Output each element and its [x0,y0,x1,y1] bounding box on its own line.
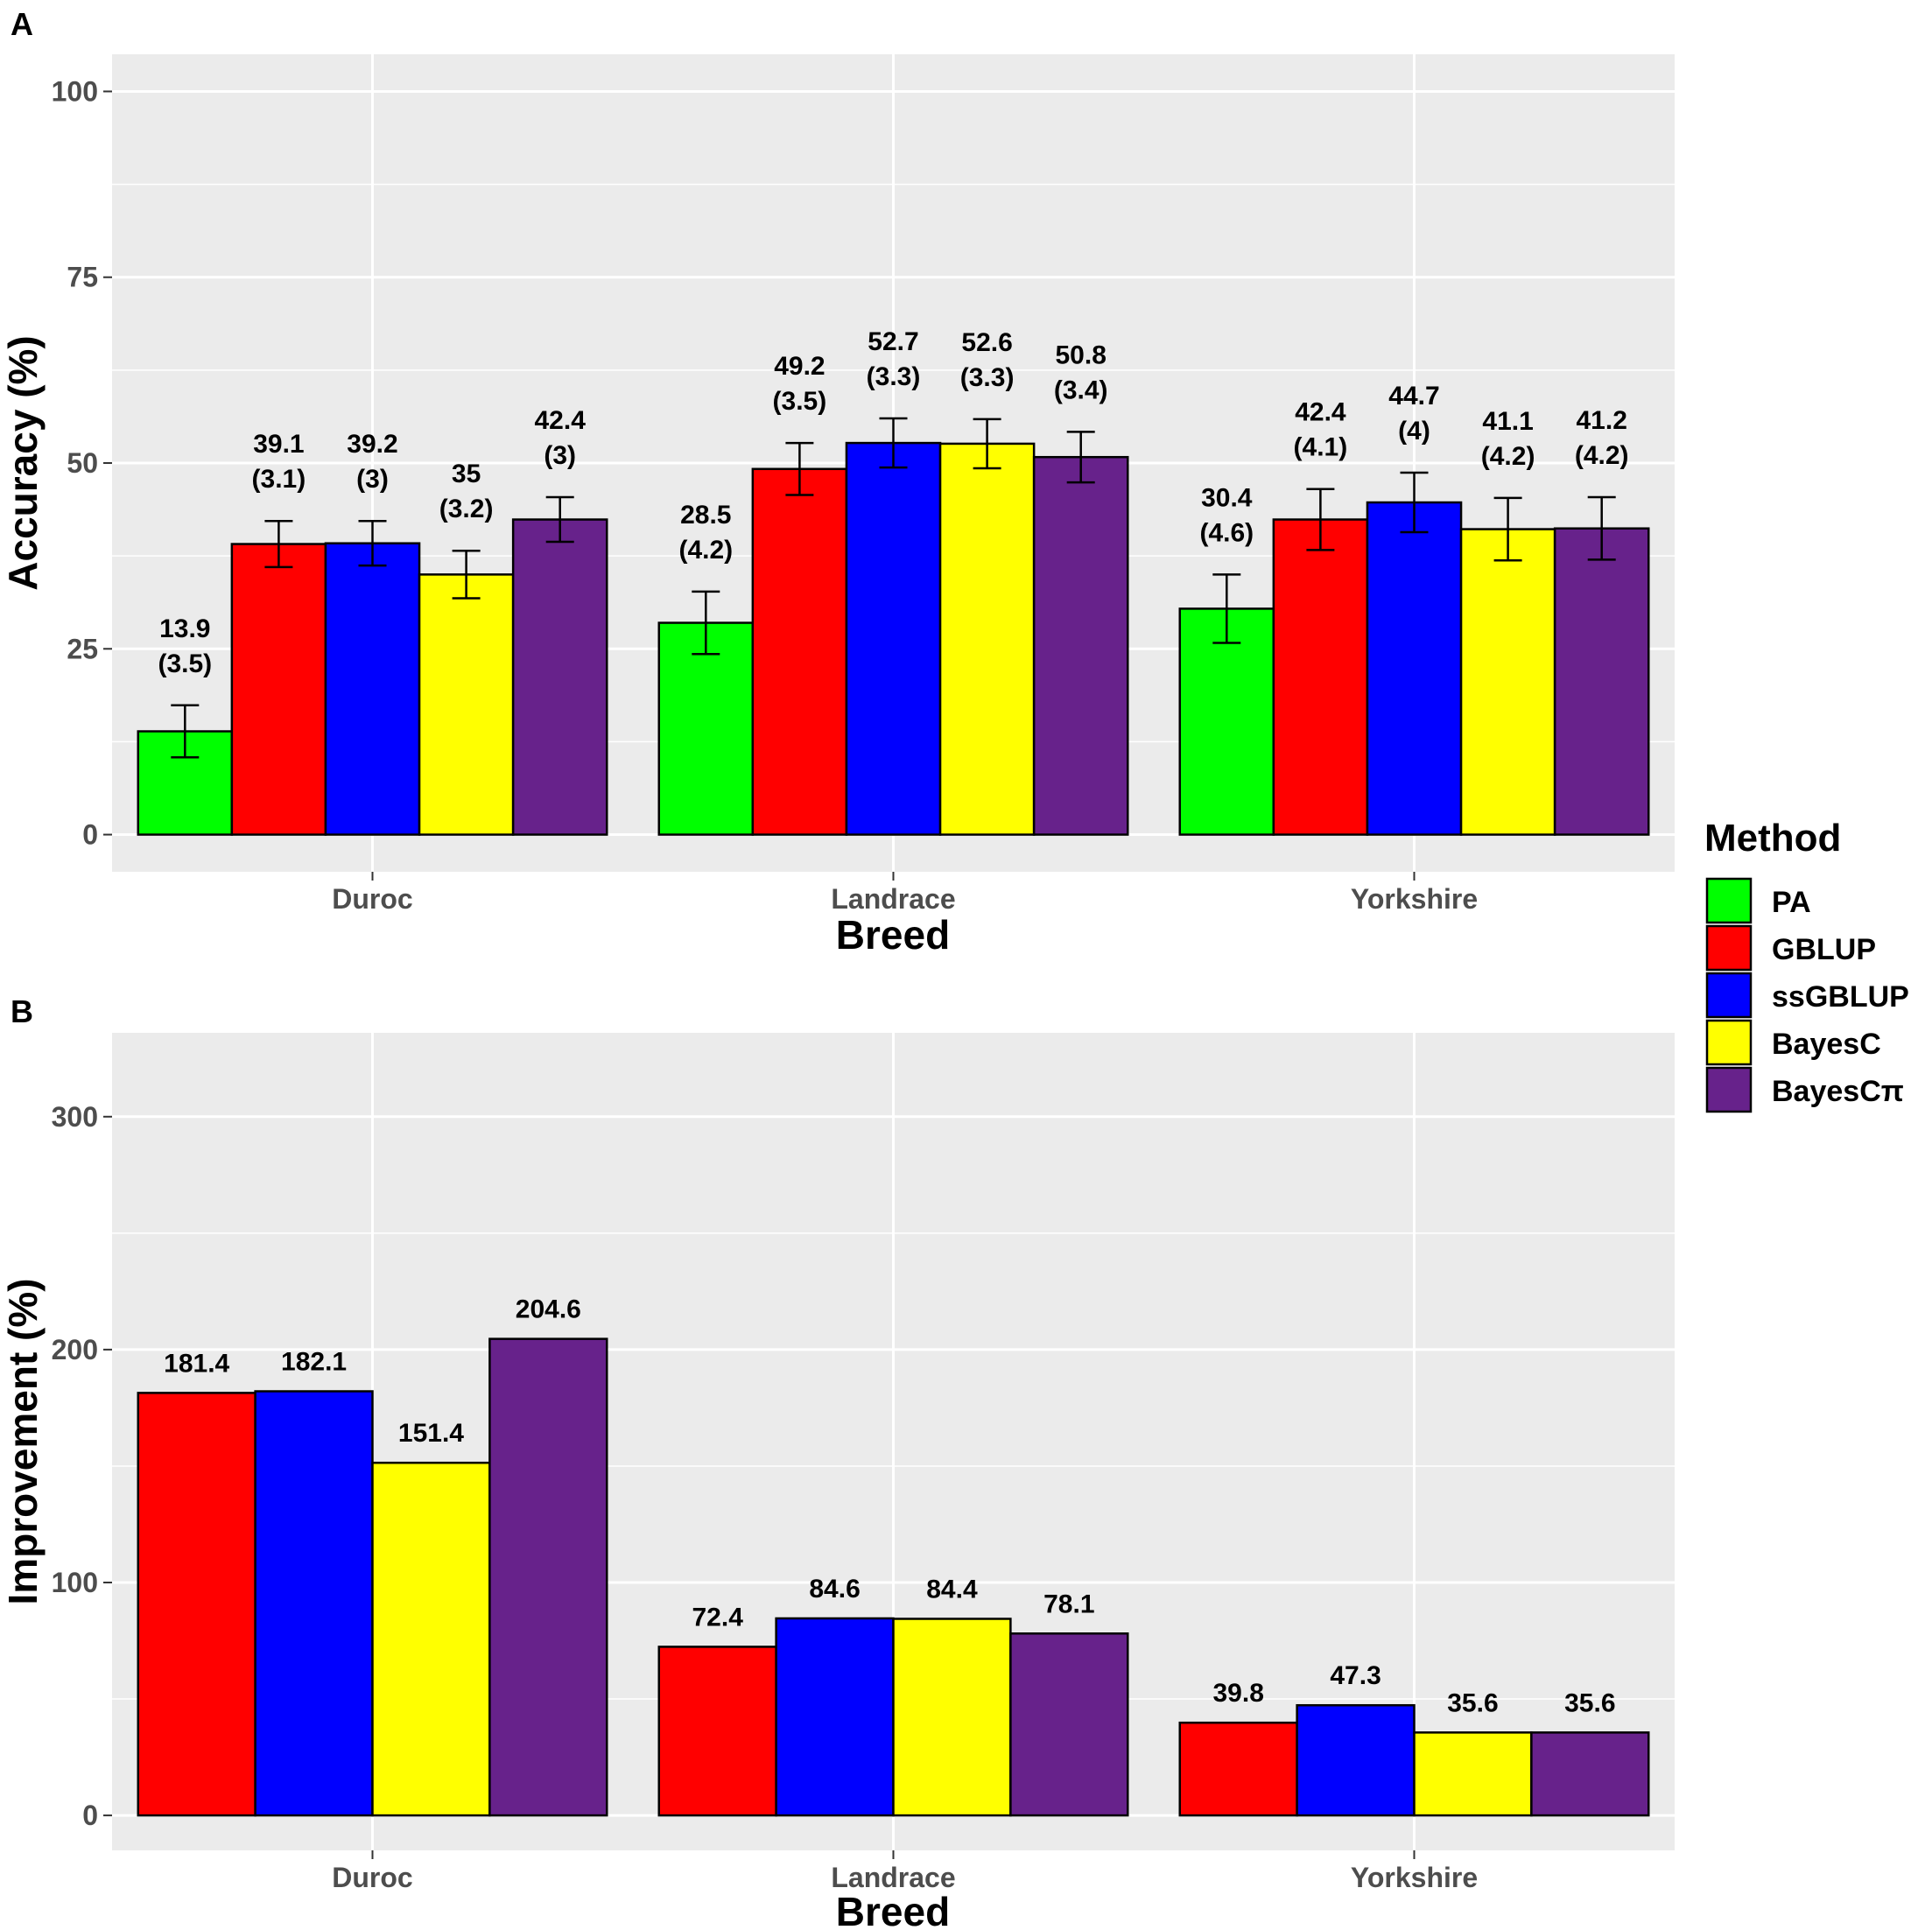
value-label-bayesc-duroc: 151.4 [398,1419,464,1448]
panel-a-value-labels: 13.9 (3.5) 28.5 (4.2) 30.4 (4.6) 39.1 (3.1) 49.2… [158,327,1628,678]
panel-b-x-axis: Duroc Landrace Yorkshire [332,1850,1478,1893]
bar-bayesc-landrace [892,1618,1012,1817]
value-label-gblup-duroc: 39.1 (3.1) [252,430,306,494]
y-tick-label: 200 [52,1334,98,1365]
bar-bayescpi-landrace [1032,455,1129,836]
bar-gblup-duroc [137,1392,256,1817]
value-label-ssgblup-landrace: 52.7 (3.3) [867,327,921,391]
value-label-bayescpi-duroc: 42.4 (3) [535,406,587,470]
bar-bayesc-landrace [938,442,1036,836]
bar-ssgblup-yorkshire [1366,501,1463,836]
bar-bayescpi-duroc [488,1337,608,1817]
legend: Method PA GBLUP ssGBLUP BayesC BayesCπ [1704,817,1909,1113]
panel-b-letter: B [11,993,33,1029]
y-tick-label: 0 [82,819,98,851]
legend-swatch-pa [1705,877,1753,924]
legend-swatch-bayesc [1705,1019,1753,1066]
value-label-bayescpi-yorkshire: 41.2 (4.2) [1575,406,1629,470]
x-tick-label-yorkshire: Yorkshire [1351,883,1478,915]
y-tick-label: 0 [82,1800,98,1831]
value-label-bayesc-duroc: 35 (3.2) [439,460,494,523]
value-label-ssgblup-yorkshire: 44.7 (4) [1388,382,1439,446]
panel-b-y-axis-title: Improvement (%) [0,1278,46,1604]
value-label-gblup-landrace: 49.2 (3.5) [773,352,827,416]
panel-a-letter: A [11,6,33,42]
panel-a-y-axis: 0 25 50 75 100 [52,75,112,851]
bar-ssgblup-yorkshire [1296,1703,1416,1817]
bar-bayesc-duroc [371,1461,491,1817]
value-label-bayesc-yorkshire: 35.6 [1447,1688,1498,1717]
value-label-ssgblup-landrace: 84.6 [809,1575,860,1604]
bar-bayescpi-yorkshire [1530,1731,1650,1817]
bar-ssgblup-landrace [845,441,942,836]
panel-b-value-labels: 181.4 72.4 39.8 182.1 84.6 47.3 151.4 84.4 35.6 2… [164,1295,1615,1718]
y-tick-label: 100 [52,1567,98,1598]
legend-label-bayescpi: BayesCπ [1772,1075,1904,1108]
y-tick-label: 75 [67,262,98,293]
x-tick-label-duroc: Duroc [332,1862,412,1893]
bar-bayescpi-yorkshire [1553,527,1650,836]
x-tick-label-landrace: Landrace [831,1862,955,1893]
bar-ssgblup-duroc [324,542,421,836]
panel-a-x-axis-title: Breed [836,912,950,958]
legend-label-gblup: GBLUP [1772,933,1876,966]
x-tick-label-yorkshire: Yorkshire [1351,1862,1478,1893]
bar-bayescpi-duroc [511,518,608,836]
panel-a-y-axis-title: Accuracy (%) [0,335,46,590]
value-label-gblup-yorkshire: 42.4 (4.1) [1294,398,1348,462]
legend-title: Method [1704,817,1841,860]
legend-swatch-bayescpi [1705,1066,1753,1113]
panel-b-x-axis-title: Breed [836,1889,950,1930]
legend-label-ssgblup: ssGBLUP [1772,980,1909,1014]
x-tick-label-duroc: Duroc [332,883,412,915]
panel-a-bars [137,417,1650,836]
value-label-ssgblup-duroc: 182.1 [281,1348,347,1377]
value-label-bayescpi-landrace: 50.8 (3.4) [1054,340,1108,404]
value-label-bayescpi-landrace: 78.1 [1043,1590,1094,1618]
y-tick-label: 300 [52,1101,98,1133]
bar-ssgblup-landrace [775,1617,895,1817]
value-label-ssgblup-yorkshire: 47.3 [1330,1661,1381,1690]
value-label-gblup-landrace: 72.4 [692,1603,743,1632]
bar-gblup-duroc [230,543,327,836]
value-label-pa-duroc: 13.9 (3.5) [158,614,212,678]
y-tick-label: 50 [67,447,98,479]
bar-gblup-landrace [751,467,848,836]
bar-ssgblup-duroc [254,1390,374,1817]
legend-items: PA GBLUP ssGBLUP BayesC BayesCπ [1705,877,1909,1113]
value-label-bayescpi-yorkshire: 35.6 [1564,1688,1615,1717]
value-label-bayesc-landrace: 52.6 (3.3) [960,328,1015,392]
y-tick-label: 25 [67,633,98,664]
value-label-bayesc-yorkshire: 41.1 (4.2) [1481,407,1535,471]
value-label-ssgblup-duroc: 39.2 (3) [347,430,397,494]
value-label-gblup-duroc: 181.4 [164,1349,229,1378]
panel-b-bars [137,1337,1650,1817]
bar-bayescpi-landrace [1009,1632,1129,1817]
value-label-bayesc-landrace: 84.4 [926,1575,978,1604]
bar-bayesc-yorkshire [1459,528,1556,836]
legend-label-bayesc: BayesC [1772,1028,1881,1061]
y-tick-label: 100 [52,75,98,107]
bar-gblup-yorkshire [1272,518,1369,836]
x-tick-label-landrace: Landrace [831,883,955,915]
legend-swatch-gblup [1705,924,1753,972]
value-label-bayescpi-duroc: 204.6 [516,1295,581,1324]
panel-b-improvement-chart: B 181.4 72.4 39.8 182.1 84.6 47.3 151.4 84.4 35.… [0,993,1675,1930]
bar-bayesc-duroc [418,573,515,836]
bar-bayesc-yorkshire [1413,1731,1533,1817]
bar-gblup-landrace [657,1646,777,1817]
bar-gblup-yorkshire [1178,1721,1298,1817]
value-label-gblup-yorkshire: 39.8 [1212,1679,1263,1708]
panel-b-y-axis: 0 100 200 300 [52,1101,112,1831]
panel-a-x-axis: Duroc Landrace Yorkshire [332,872,1478,915]
legend-swatch-ssgblup [1705,972,1753,1019]
value-label-pa-yorkshire: 30.4 (4.6) [1199,483,1254,547]
value-label-pa-landrace: 28.5 (4.2) [678,501,733,565]
panel-a-accuracy-chart: A 13.9 (3.5) 28.5 (4.2) 30.4 (4.6) 39.1 (3.1) 49… [0,6,1675,958]
legend-label-pa: PA [1772,886,1811,919]
